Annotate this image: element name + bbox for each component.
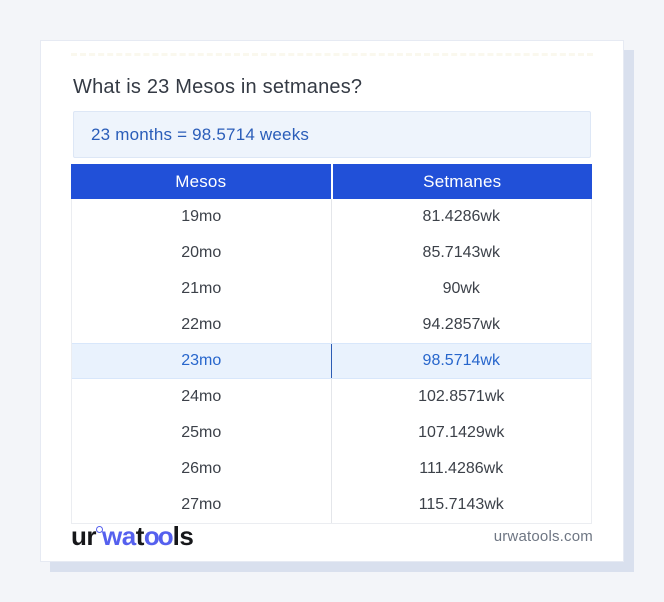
setmanes-cell: 111.4286wk bbox=[419, 460, 504, 477]
setmanes-cell: 85.7143wk bbox=[422, 244, 500, 261]
logo-text-oo: oo bbox=[143, 521, 174, 551]
mesos-cell: 27mo bbox=[72, 487, 332, 523]
mesos-cell: 26mo bbox=[72, 451, 332, 487]
setmanes-cell: 98.5714wk bbox=[422, 352, 500, 369]
column-header-mesos: Mesos bbox=[71, 164, 331, 199]
urwatools-logo[interactable]: ur watools bbox=[71, 521, 194, 551]
decorative-dashed-line bbox=[71, 53, 593, 56]
mesos-cell: 25mo bbox=[72, 415, 332, 451]
mesos-cell: 23mo bbox=[72, 344, 332, 378]
logo-text-wa: wa bbox=[102, 521, 136, 551]
mesos-cell: 19mo bbox=[72, 199, 332, 235]
mesos-cell: 20mo bbox=[72, 235, 332, 271]
table-header-row: Mesos Setmanes bbox=[71, 164, 592, 199]
logo-text-ur: ur bbox=[71, 521, 97, 551]
table-row[interactable]: 22mo 94.2857wk bbox=[72, 307, 591, 343]
conversion-result-box: 23 months = 98.5714 weeks bbox=[73, 111, 591, 158]
setmanes-cell: 90wk bbox=[442, 280, 480, 297]
setmanes-cell: 107.1429wk bbox=[418, 424, 505, 441]
table-row[interactable]: 25mo 107.1429wk bbox=[72, 415, 591, 451]
table-row[interactable]: 24mo 102.8571wk bbox=[72, 379, 591, 415]
mesos-cell: 21mo bbox=[72, 271, 332, 307]
logo-text-t: t bbox=[135, 521, 145, 551]
conversion-table: Mesos Setmanes 19mo 81.4286wk 20mo 85.7143w… bbox=[71, 164, 592, 524]
table-row[interactable]: 21mo 90wk bbox=[72, 271, 591, 307]
mesos-cell: 24mo bbox=[72, 379, 332, 415]
mesos-cell: 22mo bbox=[72, 307, 332, 343]
table-row[interactable]: 26mo 111.4286wk bbox=[72, 451, 591, 487]
page-title: What is 23 Mesos in setmanes? bbox=[73, 76, 363, 98]
table-row[interactable]: 19mo 81.4286wk bbox=[72, 199, 591, 235]
setmanes-cell: 94.2857wk bbox=[422, 316, 500, 333]
conversion-result-text: 23 months = 98.5714 weeks bbox=[91, 124, 310, 144]
logo-ring-icon bbox=[96, 526, 103, 533]
table-row[interactable]: 20mo 85.7143wk bbox=[72, 235, 591, 271]
table-row[interactable]: 27mo 115.7143wk bbox=[72, 487, 591, 523]
setmanes-cell: 102.8571wk bbox=[418, 388, 505, 405]
site-domain: urwatools.com bbox=[493, 527, 593, 545]
setmanes-cell: 115.7143wk bbox=[418, 496, 504, 513]
conversion-card: What is 23 Mesos in setmanes? 23 months … bbox=[40, 40, 624, 562]
table-body: 19mo 81.4286wk 20mo 85.7143wk 21mo 90wk 22mo 94… bbox=[71, 199, 592, 524]
column-header-setmanes: Setmanes bbox=[332, 164, 592, 199]
setmanes-cell: 81.4286wk bbox=[422, 208, 500, 225]
table-row-selected[interactable]: 23mo 98.5714wk bbox=[72, 343, 591, 379]
logo-text-ls: ls bbox=[172, 521, 194, 551]
card-footer: ur watools urwatools.com bbox=[71, 517, 593, 555]
